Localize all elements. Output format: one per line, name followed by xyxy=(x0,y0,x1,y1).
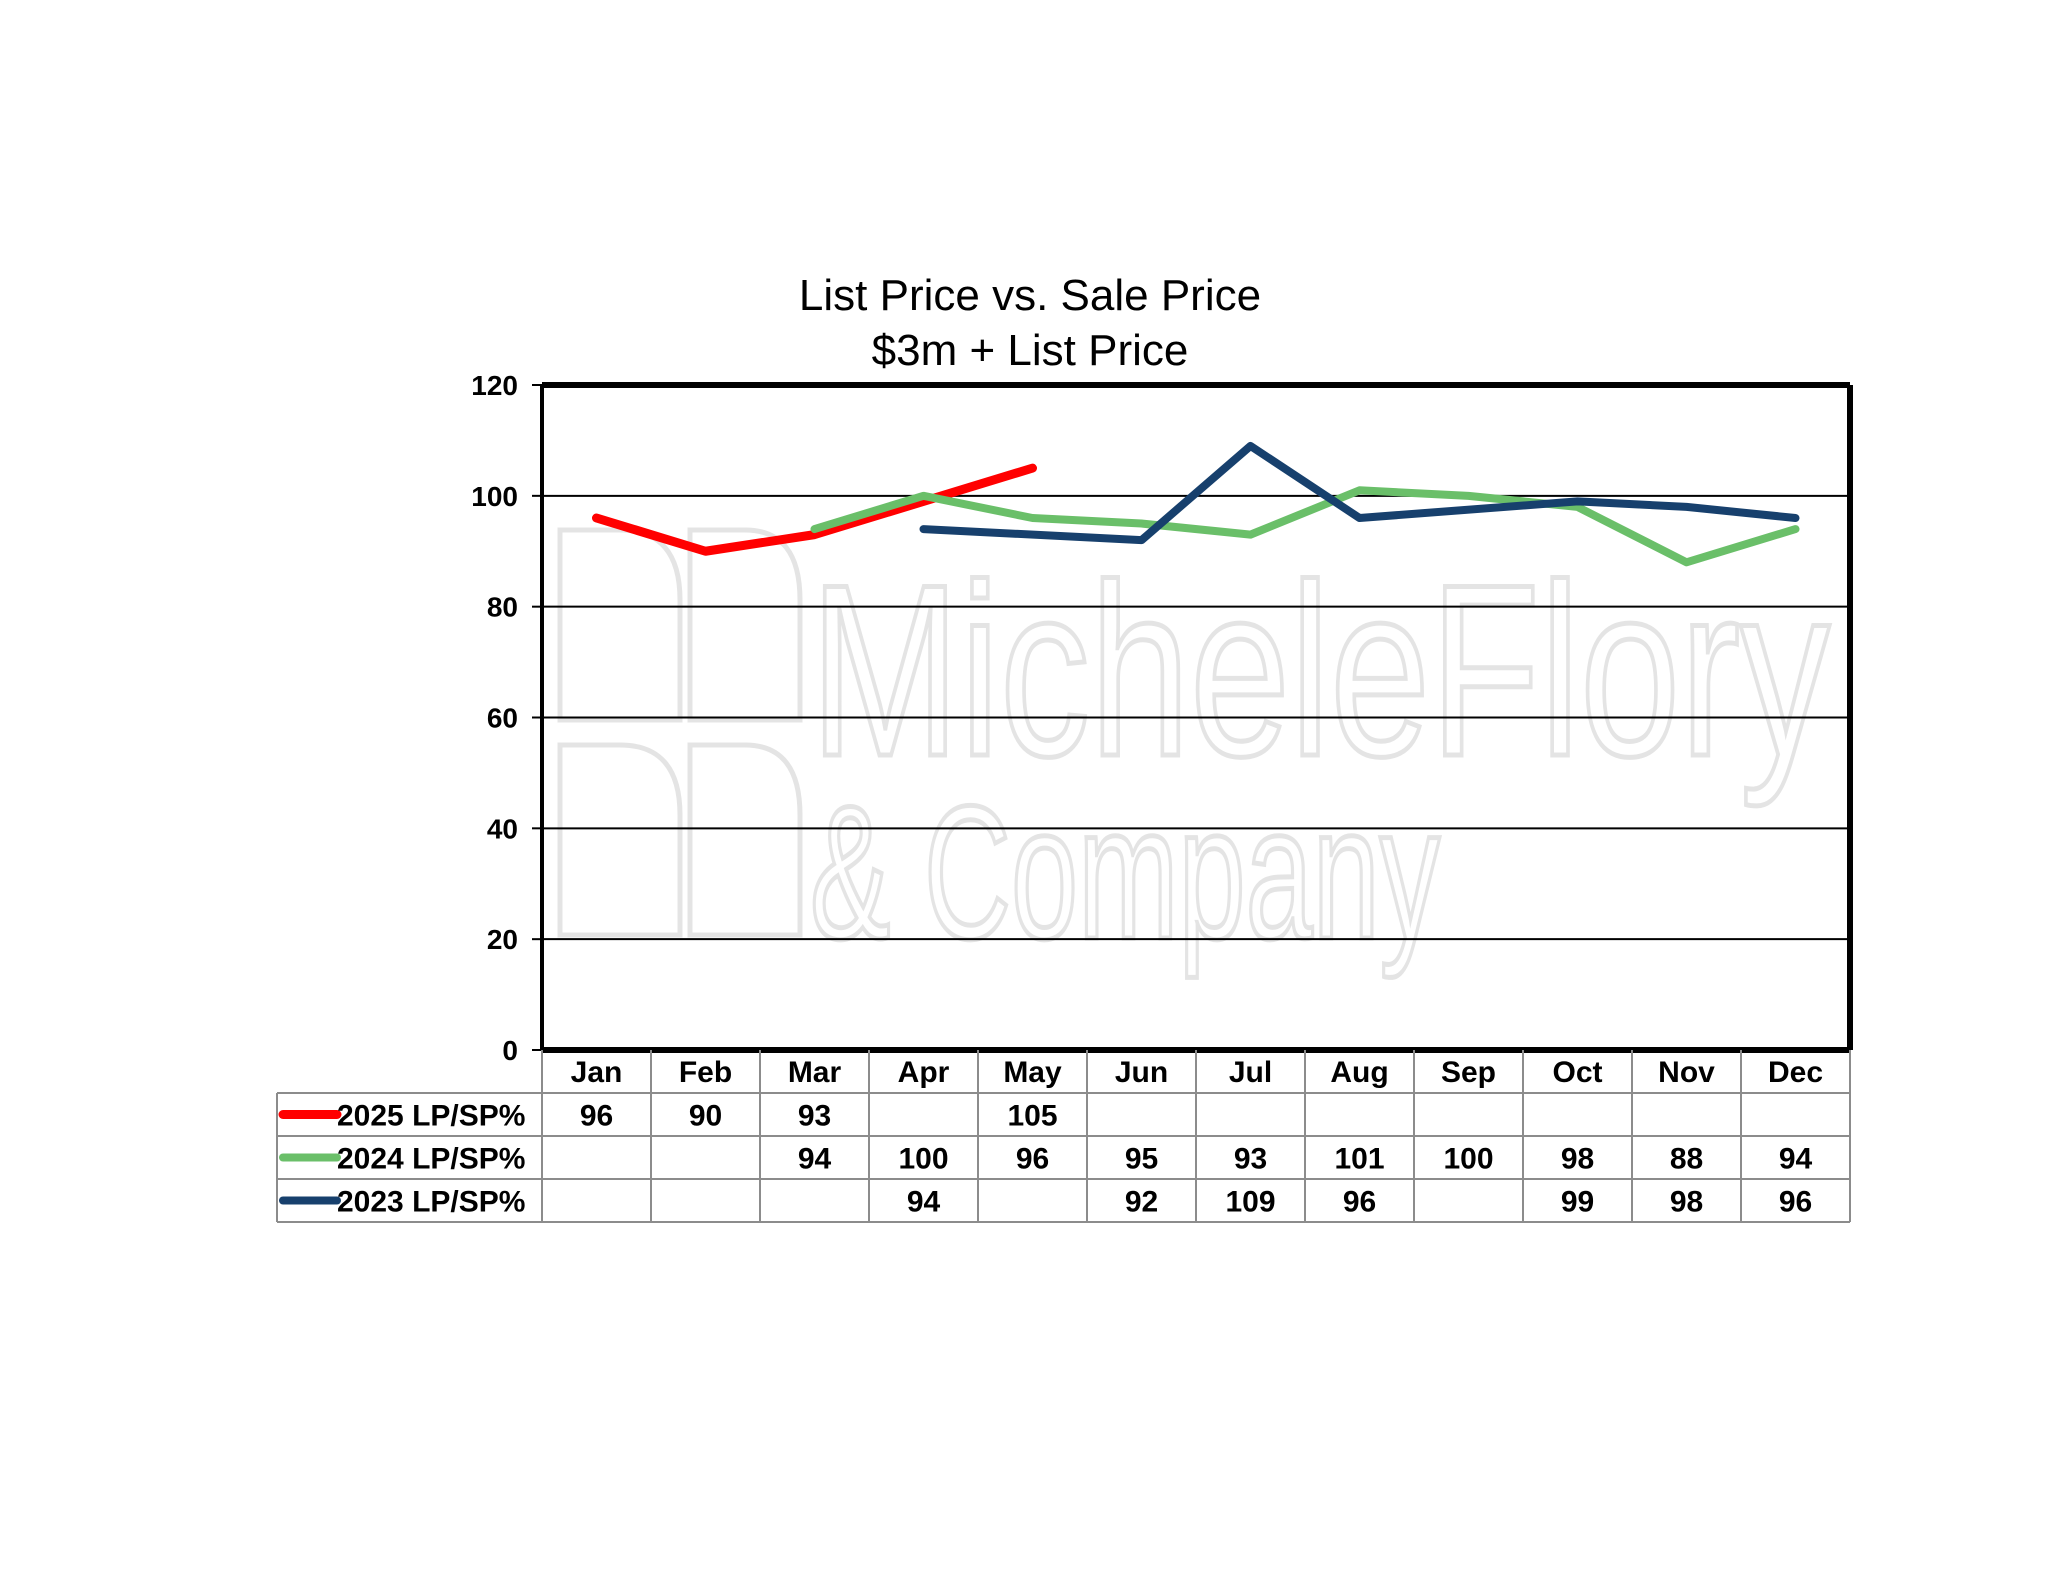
y-tick-label: 80 xyxy=(487,592,518,623)
y-tick-label: 20 xyxy=(487,924,518,955)
table-cell-value: 94 xyxy=(798,1143,832,1176)
x-tick-label: Oct xyxy=(1552,1056,1602,1089)
y-tick-label: 120 xyxy=(471,370,518,401)
x-tick-label: Sep xyxy=(1441,1056,1496,1089)
series-lines xyxy=(592,441,1800,567)
table-cell-value: 94 xyxy=(907,1186,941,1219)
table-cell-value: 96 xyxy=(1016,1143,1049,1176)
y-tick-label: 60 xyxy=(487,703,518,734)
x-tick-label: Dec xyxy=(1768,1056,1823,1089)
legend-label: 2024 LP/SP% xyxy=(337,1143,525,1176)
data-table: Jan Feb Mar Apr May Jun Jul Aug Sep Oct Nov Dec 2025… xyxy=(276,1050,1851,1223)
series-line-1 xyxy=(592,463,1037,556)
table-cell-value: 95 xyxy=(1125,1143,1158,1176)
x-tick-label: Apr xyxy=(898,1056,950,1089)
table-cell-value: 105 xyxy=(1007,1100,1057,1133)
x-tick-label: Jan xyxy=(571,1056,623,1089)
table-cell-value: 109 xyxy=(1225,1186,1275,1219)
table-cell-value: 100 xyxy=(1443,1143,1493,1176)
x-tick-label: Jul xyxy=(1229,1056,1272,1089)
y-axis-ticks: 0 20 40 60 80 100 120 xyxy=(471,370,542,1066)
table-cell-value: 92 xyxy=(1125,1186,1158,1219)
table-cell-value: 99 xyxy=(1561,1186,1594,1219)
table-cell-value: 93 xyxy=(798,1100,831,1133)
chart-title: List Price vs. Sale Price xyxy=(799,271,1261,320)
table-cell-value: 90 xyxy=(689,1100,722,1133)
table-cell-value: 96 xyxy=(1343,1186,1376,1219)
series-line-2 xyxy=(810,486,1800,567)
x-tick-label: Feb xyxy=(679,1056,732,1089)
table-cell-value: 94 xyxy=(1779,1143,1813,1176)
table-cell-value: 96 xyxy=(1779,1186,1812,1219)
table-cell-value: 100 xyxy=(898,1143,948,1176)
legend-label: 2025 LP/SP% xyxy=(337,1100,525,1133)
y-tick-label: 0 xyxy=(502,1035,518,1066)
x-tick-label: Aug xyxy=(1330,1056,1388,1089)
y-tick-label: 100 xyxy=(471,481,518,512)
watermark: MicheleFlory & Company xyxy=(557,527,1833,982)
x-tick-label: Mar xyxy=(788,1056,842,1089)
table-cell-value: 101 xyxy=(1334,1143,1384,1176)
table-cell-value: 93 xyxy=(1234,1143,1267,1176)
y-tick-label: 40 xyxy=(487,813,518,844)
table-cell-value: 96 xyxy=(580,1100,613,1133)
chart-subtitle: $3m + List Price xyxy=(872,326,1189,375)
watermark-line1: MicheleFlory xyxy=(810,533,1830,807)
table-cell-value: 88 xyxy=(1670,1143,1703,1176)
table-cell-value: 98 xyxy=(1561,1143,1594,1176)
series-line-3 xyxy=(919,441,1800,545)
legend-label: 2023 LP/SP% xyxy=(337,1186,525,1219)
x-tick-label: May xyxy=(1003,1056,1062,1089)
x-tick-label: Jun xyxy=(1115,1056,1168,1089)
watermark-logo-icon xyxy=(557,527,803,938)
x-tick-label: Nov xyxy=(1658,1056,1715,1089)
watermark-line2: & Company xyxy=(810,767,1440,979)
table-cell-value: 98 xyxy=(1670,1186,1703,1219)
